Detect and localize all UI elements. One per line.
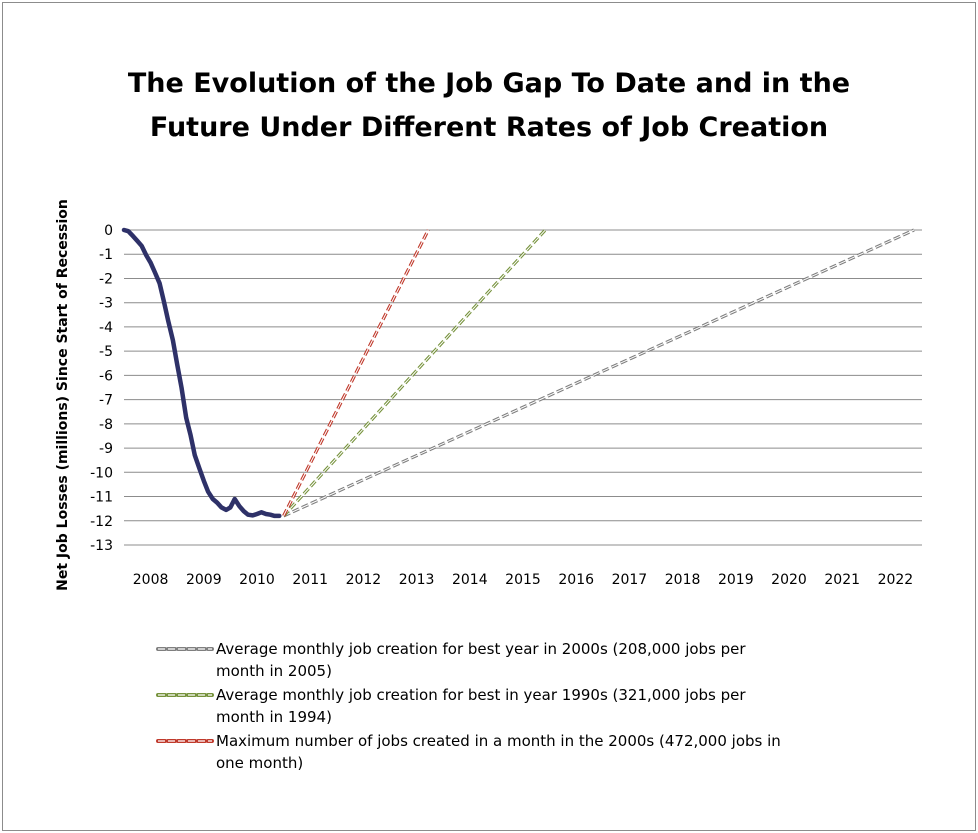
x-tick-label: 2021 [824, 572, 860, 588]
x-tick-label: 2015 [505, 572, 541, 588]
y-tick-label: -5 [99, 344, 113, 360]
y-tick-label: -7 [99, 393, 113, 409]
x-tick-label: 2017 [612, 572, 648, 588]
y-tick-label: -13 [90, 538, 113, 554]
x-tick-label: 2011 [292, 572, 328, 588]
x-tick-label: 2010 [239, 572, 275, 588]
y-tick-label: -10 [90, 465, 113, 481]
y-tick-label: -3 [99, 296, 113, 312]
y-tick-label: -6 [99, 368, 113, 384]
legend-label-2000s-line-1: Average monthly job creation for best ye… [216, 640, 746, 658]
legend-label-1990s-line-2: month in 1994) [216, 708, 332, 726]
x-tick-label: 2009 [186, 572, 222, 588]
chart-title-line-1: The Evolution of the Job Gap To Date and… [127, 68, 851, 99]
legend-label-max-line-1: Maximum number of jobs created in a mont… [216, 732, 781, 750]
legend-label-1990s-line-1: Average monthly job creation for best in… [216, 686, 746, 704]
x-tick-label: 2020 [771, 572, 807, 588]
x-tick-label: 2014 [452, 572, 488, 588]
x-tick-label: 2012 [346, 572, 382, 588]
y-tick-label: -8 [99, 417, 113, 433]
legend-swatch-gray [156, 647, 214, 651]
y-axis-ticks: 0 -1 -2 -3 -4 -5 -6 -7 -8 -9 -10 -11 -12 -13 [90, 223, 113, 554]
y-tick-label: -11 [90, 490, 113, 506]
legend-swatch-red [156, 739, 214, 743]
legend-swatch-green [156, 693, 214, 697]
y-tick-label: -9 [99, 441, 113, 457]
x-tick-label: 2008 [133, 572, 169, 588]
y-tick-label: -1 [99, 247, 113, 263]
x-tick-label: 2022 [878, 572, 914, 588]
series-group [121, 227, 915, 519]
y-tick-label: -4 [99, 320, 113, 336]
legend-label-max-line-2: one month) [216, 754, 304, 772]
series-line-projection-highlight-3 [283, 229, 429, 517]
y-axis-label: Net Job Losses (millions) Since Start of… [55, 199, 71, 591]
chart-title-line-2: Future Under Different Rates of Job Crea… [149, 112, 829, 143]
x-tick-label: 2016 [558, 572, 594, 588]
y-tick-label: -2 [99, 271, 113, 287]
x-axis-ticks: 2008 2009 2010 2011 2012 2013 2014 2015 2016 2017… [133, 572, 913, 588]
series-line-projection-highlight-1 [283, 229, 915, 517]
x-tick-label: 2013 [399, 572, 435, 588]
x-tick-label: 2019 [718, 572, 754, 588]
chart-title: The Evolution of the Job Gap To Date and… [0, 62, 978, 150]
series-line-projection-highlight-2 [283, 229, 546, 517]
y-tick-label: 0 [104, 223, 113, 239]
y-tick-label: -12 [90, 514, 113, 530]
legend-label-2000s-line-2: month in 2005) [216, 662, 332, 680]
series-line-actual [121, 227, 282, 519]
gridlines [124, 229, 922, 546]
x-tick-label: 2018 [665, 572, 701, 588]
